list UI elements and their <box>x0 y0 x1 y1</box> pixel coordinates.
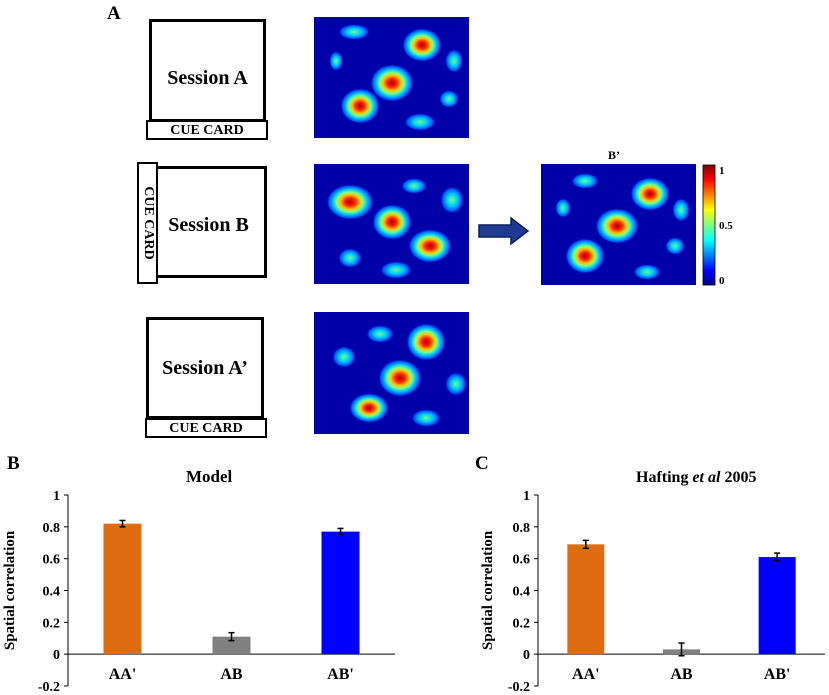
chart-hafting: Spatial correlation -0.2 0 0.2 0.4 0.6 0.8 1 AA'… <box>480 489 825 695</box>
panel-b-title: Model <box>186 467 233 486</box>
colorbar: 1 0.5 0 <box>702 164 733 287</box>
heatmap-session-a <box>314 17 469 138</box>
cue-card-b-label: CUE CARD <box>140 186 156 260</box>
x-tick-label: AB' <box>327 666 354 683</box>
y-tick-label: 1 <box>53 489 60 504</box>
bar-ab-prime <box>321 531 360 655</box>
y-axis-label: Spatial correlation <box>2 530 18 650</box>
panel-c-title: Hafting et al 2005 <box>636 469 756 487</box>
y-tick-label: 0.8 <box>43 521 61 536</box>
x-tick-label: AB' <box>764 666 791 683</box>
y-tick-label: 0.6 <box>43 553 61 568</box>
heatmap-session-a2 <box>314 312 469 434</box>
y-tick-label: -0.2 <box>508 680 530 695</box>
session-b-label: Session B <box>168 214 249 236</box>
transform-arrow-icon <box>478 216 530 246</box>
cue-card-a2: CUE CARD <box>145 418 267 438</box>
x-tick-label: AB <box>220 666 243 683</box>
y-tick-label: -0.2 <box>38 680 60 695</box>
y-tick-label: 0.4 <box>513 585 531 600</box>
heatmap-session-b-image <box>314 164 469 284</box>
heatmap-session-a2-image <box>314 312 469 434</box>
session-a2-label: Session A’ <box>162 357 248 379</box>
session-a-label: Session A <box>167 67 248 89</box>
colorbar-tick-min: 0 <box>719 275 725 287</box>
session-a2-box: Session A’ <box>146 317 264 419</box>
y-tick-label: 1 <box>523 489 530 504</box>
x-tick-label: AA' <box>572 666 600 683</box>
y-tick-label: 0 <box>53 648 60 663</box>
panel-c-title-prefix: Hafting <box>636 469 693 486</box>
chart-model: Spatial correlation -0.2 0 0.2 0.4 0.6 0.8 1 AA'… <box>2 489 395 695</box>
cue-card-a: CUE CARD <box>146 120 268 140</box>
panel-c-letter: C <box>475 453 489 474</box>
heatmap-session-b <box>314 164 469 284</box>
panel-c-title-italic: et al <box>692 469 721 486</box>
x-tick-label: AB <box>670 666 693 683</box>
bar-aa-prime <box>103 523 142 655</box>
b-prime-label: B’ <box>608 148 620 162</box>
session-b-box: Session B <box>150 166 267 278</box>
bar-ab-prime <box>758 557 796 655</box>
colorbar-tick-mid: 0.5 <box>719 220 733 232</box>
x-tick-label: AA' <box>109 666 137 683</box>
panel-c-title-suffix: 2005 <box>720 469 757 486</box>
y-tick-label: 0.8 <box>513 521 531 536</box>
panel-a-letter: A <box>107 3 121 24</box>
y-tick-label: 0 <box>523 648 530 663</box>
panel-b-letter: B <box>7 453 20 474</box>
y-tick-label: 0.2 <box>513 616 531 631</box>
bar-ab <box>212 636 251 655</box>
heatmap-session-b-prime-image <box>541 164 696 285</box>
y-tick-label: 0.2 <box>43 616 61 631</box>
cue-card-b: CUE CARD <box>137 162 158 284</box>
heatmap-session-a-image <box>314 17 469 138</box>
y-axis-label: Spatial correlation <box>480 530 496 650</box>
heatmap-session-b-prime <box>541 164 696 285</box>
y-tick-label: 0.6 <box>513 553 531 568</box>
bar-aa-prime <box>567 544 605 655</box>
y-tick-label: 0.4 <box>43 585 61 600</box>
colorbar-tick-max: 1 <box>719 165 725 177</box>
session-a-box: Session A <box>149 19 266 122</box>
